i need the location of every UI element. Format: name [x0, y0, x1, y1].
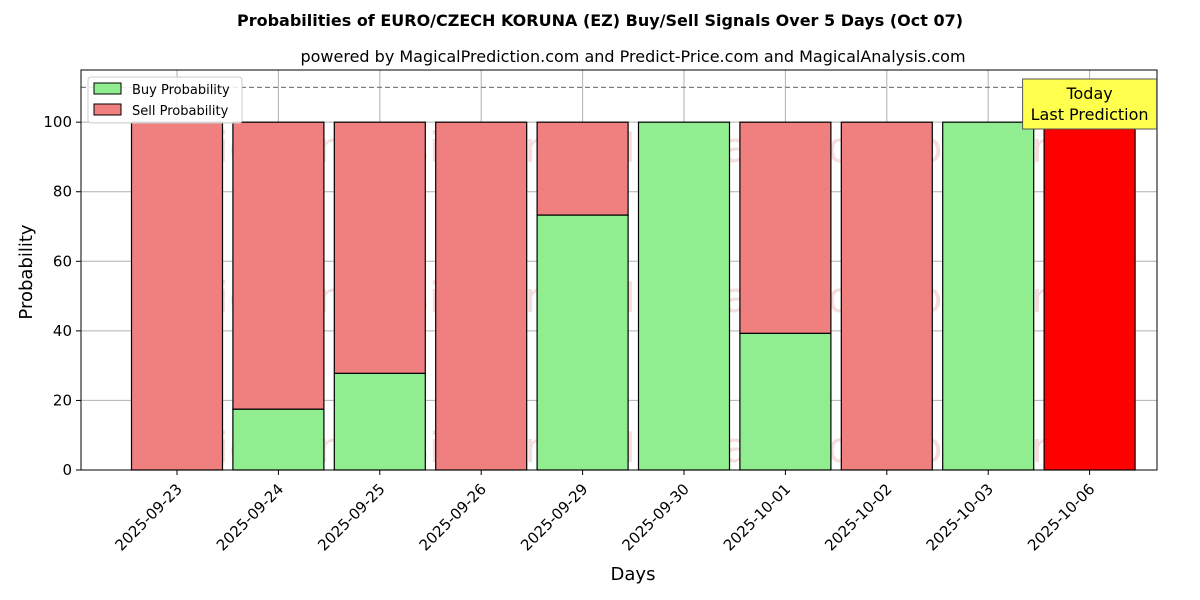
annotation-box — [1022, 78, 1158, 130]
chart-title: Probabilities of EURO/CZECH KORUNA (EZ) … — [237, 11, 963, 30]
x-tick-label: 2025-10-02 — [821, 480, 895, 554]
x-tick-label: 2025-09-26 — [416, 480, 490, 554]
bar-sell — [840, 121, 933, 471]
y-axis-label: Probability — [16, 224, 37, 319]
x-tick-label: 2025-10-03 — [923, 480, 997, 554]
bar-sell — [435, 121, 528, 471]
x-tick-label: 2025-10-06 — [1024, 480, 1098, 554]
bar-sell — [536, 121, 629, 216]
x-tick-label: 2025-09-25 — [314, 480, 388, 554]
annotation-text: Today — [1065, 84, 1112, 103]
legend-box — [87, 76, 243, 124]
x-tick-label: 2025-10-01 — [720, 480, 794, 554]
y-tick-label: 0 — [62, 461, 72, 479]
bar-buy — [333, 372, 426, 471]
bar-sell — [130, 121, 224, 471]
bar-sell — [232, 121, 325, 410]
y-tick-label: 80 — [53, 183, 72, 201]
y-tick-label: 20 — [53, 391, 72, 409]
legend: Buy Probability Sell Probability — [87, 76, 243, 124]
bar-buy — [942, 121, 1035, 471]
legend-swatch — [93, 82, 122, 95]
y-axis: 0 20 40 60 80 100 — [43, 113, 81, 479]
bar-buy — [232, 408, 325, 471]
annotation-text: Last Prediction — [1031, 105, 1149, 124]
today-annotation: Today Last Prediction — [1022, 78, 1158, 130]
legend-label: Buy Probability — [132, 83, 230, 98]
y-tick-label: 40 — [53, 322, 72, 340]
bar-buy — [739, 332, 832, 471]
x-tick-label: 2025-09-29 — [517, 480, 591, 554]
bar-buy — [637, 121, 731, 471]
bars-layer — [130, 121, 1136, 471]
bar-buy — [536, 214, 629, 471]
plot-frame — [80, 69, 1158, 471]
x-tick-label: 2025-09-30 — [618, 480, 692, 554]
x-axis: 2025-09-23 2025-09-24 2025-09-25 2025-09-26… — [111, 470, 1098, 554]
legend-swatch — [93, 103, 122, 116]
bar-sell — [1043, 121, 1136, 471]
x-tick-label: 2025-09-24 — [213, 480, 287, 554]
x-tick-label: 2025-09-23 — [111, 480, 185, 554]
y-tick-label: 100 — [43, 113, 72, 131]
legend-label: Sell Probability — [132, 104, 229, 119]
x-axis-label: Days — [611, 564, 656, 585]
chart-subtitle: powered by MagicalPrediction.com and Pre… — [300, 47, 965, 66]
y-tick-label: 60 — [53, 252, 72, 270]
bar-sell — [739, 121, 832, 334]
bar-sell — [333, 121, 426, 374]
